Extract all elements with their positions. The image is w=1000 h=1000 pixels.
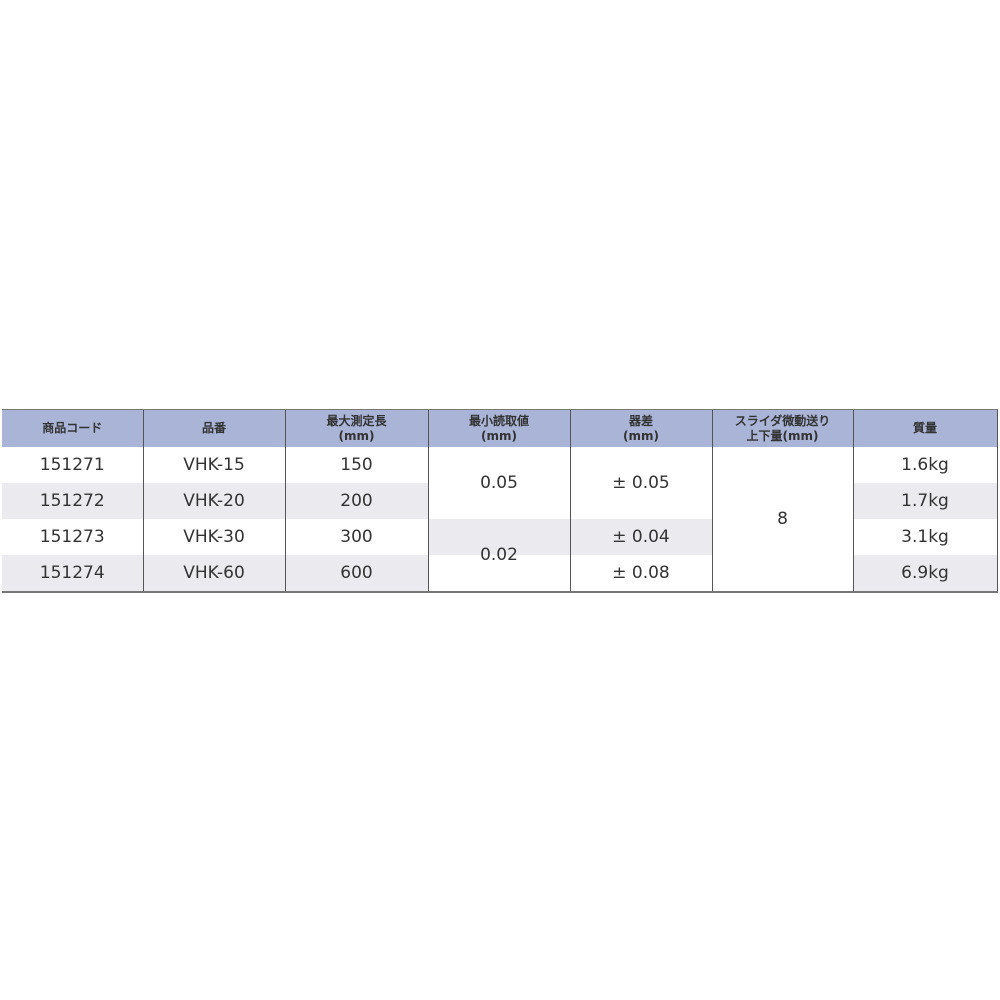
cell-accuracy: ± 0.05 bbox=[569, 447, 712, 519]
cell-length: 300 bbox=[284, 519, 428, 555]
table-row: 151272 VHK-20 200 1.7kg bbox=[2, 483, 997, 519]
cell-code: 151273 bbox=[39, 527, 105, 547]
header-accuracy: 器差 (mm) bbox=[569, 409, 712, 447]
cell-accuracy: ± 0.08 bbox=[569, 555, 712, 593]
cell-weight: 1.6kg bbox=[852, 447, 997, 483]
cell-model: VHK-30 bbox=[142, 519, 285, 555]
table-row: 151271 VHK-15 150 0.05 ± 0.05 8 1.6kg bbox=[2, 447, 997, 593]
cell-length: 150 bbox=[284, 447, 428, 483]
cell-accuracy: ± 0.04 bbox=[569, 519, 712, 555]
spec-table: 商品コード 品番 最大測定長 (mm) 最小読取値 (mm) 器差 (mm) スライダ… bbox=[2, 409, 998, 593]
header-resolution: 最小読取値 (mm) bbox=[427, 409, 570, 447]
header-code: 商品コード bbox=[2, 409, 143, 447]
cell-code: 151271 bbox=[39, 455, 105, 475]
header-row: 商品コード 品番 最大測定長 (mm) 最小読取値 (mm) 器差 (mm) スライダ… bbox=[2, 409, 997, 447]
cell-weight: 3.1kg bbox=[852, 519, 997, 555]
cell-code: 151272 bbox=[2, 483, 143, 519]
cell-resolution: 0.05 bbox=[427, 447, 570, 519]
cell-model: VHK-15 bbox=[142, 447, 285, 483]
cell-weight: 1.7kg bbox=[852, 483, 997, 519]
cell-weight: 6.9kg bbox=[852, 555, 997, 593]
cell-fine-feed: 8 bbox=[711, 447, 853, 593]
cell-model: VHK-20 bbox=[142, 483, 285, 519]
cell-resolution: 0.02 bbox=[427, 519, 570, 593]
cell-length: 200 bbox=[284, 483, 428, 519]
header-length: 最大測定長 (mm) bbox=[284, 409, 428, 447]
cell-model: VHK-60 bbox=[142, 555, 285, 593]
cell-code: 151274 bbox=[2, 555, 143, 593]
cell-length: 600 bbox=[284, 555, 428, 593]
header-model: 品番 bbox=[142, 409, 285, 447]
header-fine-feed: スライダ微動送り 上下量(mm) bbox=[711, 409, 853, 447]
table-row: 151274 VHK-60 600 ± 0.08 6.9kg bbox=[2, 555, 997, 593]
table-row: 151273 VHK-30 300 0.02 ± 0.04 3.1kg bbox=[2, 519, 997, 593]
header-weight: 質量 bbox=[852, 409, 997, 447]
